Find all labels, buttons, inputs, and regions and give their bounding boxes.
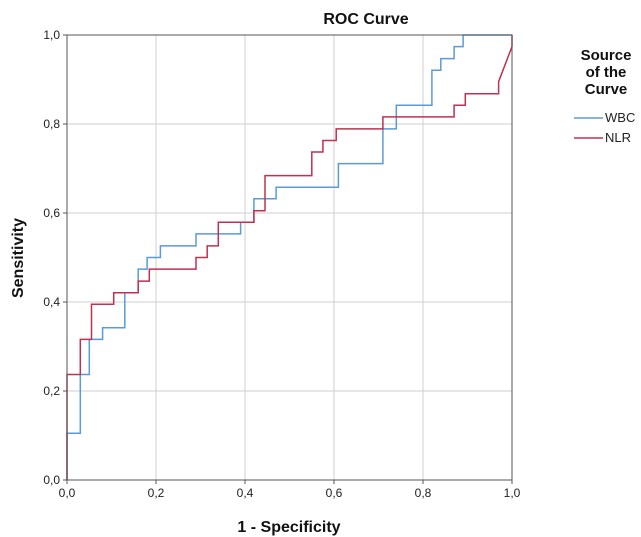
legend-title-line-3: Curve [585,81,628,98]
x-tick-label: 0,0 [59,486,76,500]
y-tick-label: 0,6 [43,206,60,220]
legend-title-line-1: Source [581,47,632,64]
x-tick-label: 0,4 [237,486,254,500]
x-tick-label: 0,2 [148,486,165,500]
legend-label-nlr: NLR [605,130,631,145]
x-tick-label: 0,8 [415,486,432,500]
y-tick-label: 1,0 [43,28,60,42]
plot-background [67,35,512,480]
tick-labels: 0,0 0,2 0,4 0,6 0,8 1,0 0,0 0,2 0,4 0,6 0,8 1,0 [43,28,520,500]
legend: Source of the Curve WBC NLR [574,47,635,145]
y-tick-label: 0,8 [43,117,60,131]
plot-area [67,35,512,480]
chart-title: ROC Curve [323,11,408,28]
y-tick-label: 0,2 [43,384,60,398]
legend-title-line-2: of the [586,64,627,81]
legend-label-wbc: WBC [605,110,635,125]
x-tick-label: 0,6 [326,486,343,500]
axes [63,34,513,484]
y-tick-label: 0,0 [43,473,60,487]
y-tick-label: 0,4 [43,295,60,309]
x-tick-label: 1,0 [504,486,521,500]
series-line-nlr [66,35,513,480]
y-axis-title: Sensitivity [10,218,27,298]
series-layer [66,34,513,480]
plot-frame [66,34,513,481]
x-axis-title: 1 - Specificity [237,519,340,536]
